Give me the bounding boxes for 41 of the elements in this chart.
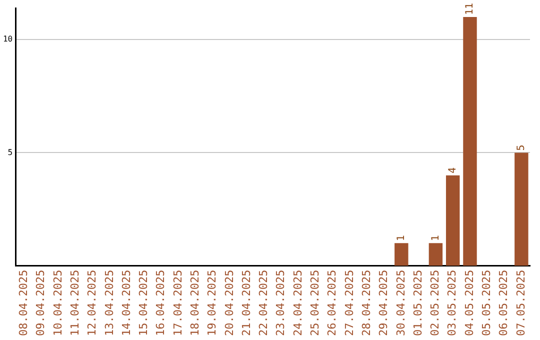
x-tick-label: 29.04.2025 (377, 270, 390, 336)
x-tick-label: 04.05.2025 (462, 270, 476, 336)
data-label: 4 (447, 167, 458, 174)
bar (446, 175, 460, 266)
bar (428, 243, 443, 266)
data-label: 5 (516, 144, 528, 151)
x-tick-label: 22.04.2025 (257, 270, 270, 336)
x-tick-label: 01.05.2025 (411, 270, 424, 336)
x-tick-label: 25.04.2025 (308, 270, 322, 336)
x-tick-label: 17.04.2025 (171, 270, 184, 336)
x-tick-label: 09.04.2025 (34, 270, 48, 336)
x-tick-label: 28.04.2025 (360, 270, 373, 336)
x-tick-label: 21.04.2025 (240, 270, 253, 336)
x-tick-label: 05.05.2025 (480, 270, 493, 336)
x-tick-label: 11.04.2025 (68, 270, 82, 336)
x-tick-label: 27.04.2025 (342, 270, 356, 336)
x-tick-label: 12.04.2025 (86, 270, 99, 336)
x-tick-label: 26.04.2025 (326, 270, 339, 336)
data-label: 1 (396, 235, 407, 242)
x-tick-label: 03.05.2025 (446, 270, 459, 336)
y-tick-label: 10 (2, 34, 13, 44)
bar (463, 17, 477, 266)
bar (514, 152, 528, 266)
x-tick-label: 06.05.2025 (497, 270, 510, 336)
x-tick-label: 19.04.2025 (206, 270, 219, 336)
x-tick-label: 07.05.2025 (514, 270, 528, 336)
x-tick-label: 30.04.2025 (394, 270, 408, 336)
x-tick-label: 18.04.2025 (188, 270, 202, 336)
x-tick-label: 24.04.2025 (291, 270, 304, 336)
x-tick-label: 10.04.2025 (51, 270, 64, 336)
x-tick-label: 08.04.2025 (17, 270, 30, 336)
x-tick-label: 02.05.2025 (428, 270, 442, 336)
x-tick-label: 13.04.2025 (102, 270, 116, 336)
x-tick-label: 15.04.2025 (137, 270, 150, 336)
x-tick-label: 14.04.2025 (120, 270, 133, 336)
data-label: 11 (464, 3, 476, 16)
data-label: 1 (430, 235, 442, 242)
x-tick-label: 20.04.2025 (222, 270, 236, 336)
x-tick-label: 23.04.2025 (274, 270, 288, 336)
bar (394, 243, 408, 266)
x-tick-label: 16.04.2025 (154, 270, 168, 336)
